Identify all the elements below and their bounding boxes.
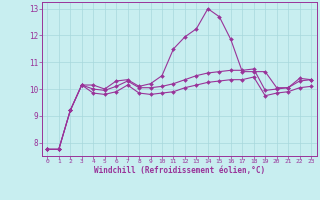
X-axis label: Windchill (Refroidissement éolien,°C): Windchill (Refroidissement éolien,°C) [94, 166, 265, 175]
